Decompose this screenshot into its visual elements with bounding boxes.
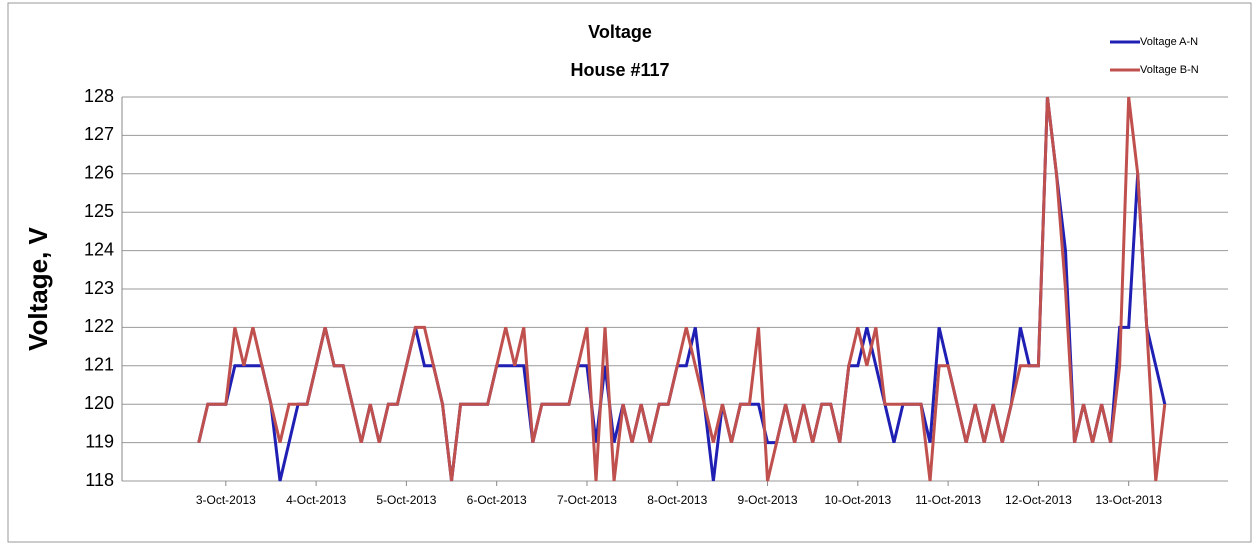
x-tick-label: 9-Oct-2013 (738, 493, 798, 507)
y-tick-label: 121 (84, 355, 114, 375)
legend-label: Voltage A-N (1140, 36, 1198, 48)
x-tick-label: 13-Oct-2013 (1095, 493, 1162, 507)
y-tick-label: 124 (84, 239, 114, 259)
x-tick-label: 6-Oct-2013 (467, 493, 527, 507)
y-tick-label: 128 (84, 86, 114, 106)
x-tick-label: 3-Oct-2013 (196, 493, 256, 507)
y-tick-label: 122 (84, 316, 114, 336)
y-tick-label: 120 (84, 393, 114, 413)
series-line (197, 96, 1167, 482)
x-tick-label: 4-Oct-2013 (286, 493, 346, 507)
y-tick-label: 125 (84, 201, 114, 221)
y-axis-label: Voltage, V (23, 226, 53, 350)
y-tick-label: 119 (85, 431, 114, 451)
x-tick-label: 5-Oct-2013 (376, 493, 436, 507)
x-tick-label: 10-Oct-2013 (824, 493, 891, 507)
x-tick-label: 8-Oct-2013 (647, 493, 707, 507)
y-tick-label: 118 (85, 470, 114, 490)
x-tick-label: 7-Oct-2013 (557, 493, 617, 507)
legend-label: Voltage B-N (1140, 64, 1199, 76)
y-tick-label: 123 (84, 278, 114, 298)
chart-title: Voltage (588, 22, 652, 42)
x-tick-label: 11-Oct-2013 (915, 493, 981, 507)
y-tick-label: 127 (84, 124, 114, 144)
x-tick-label: 12-Oct-2013 (1005, 493, 1072, 507)
chart-subtitle: House #117 (570, 60, 669, 80)
chart-frame (7, 2, 1252, 543)
y-tick-label: 126 (84, 163, 114, 183)
